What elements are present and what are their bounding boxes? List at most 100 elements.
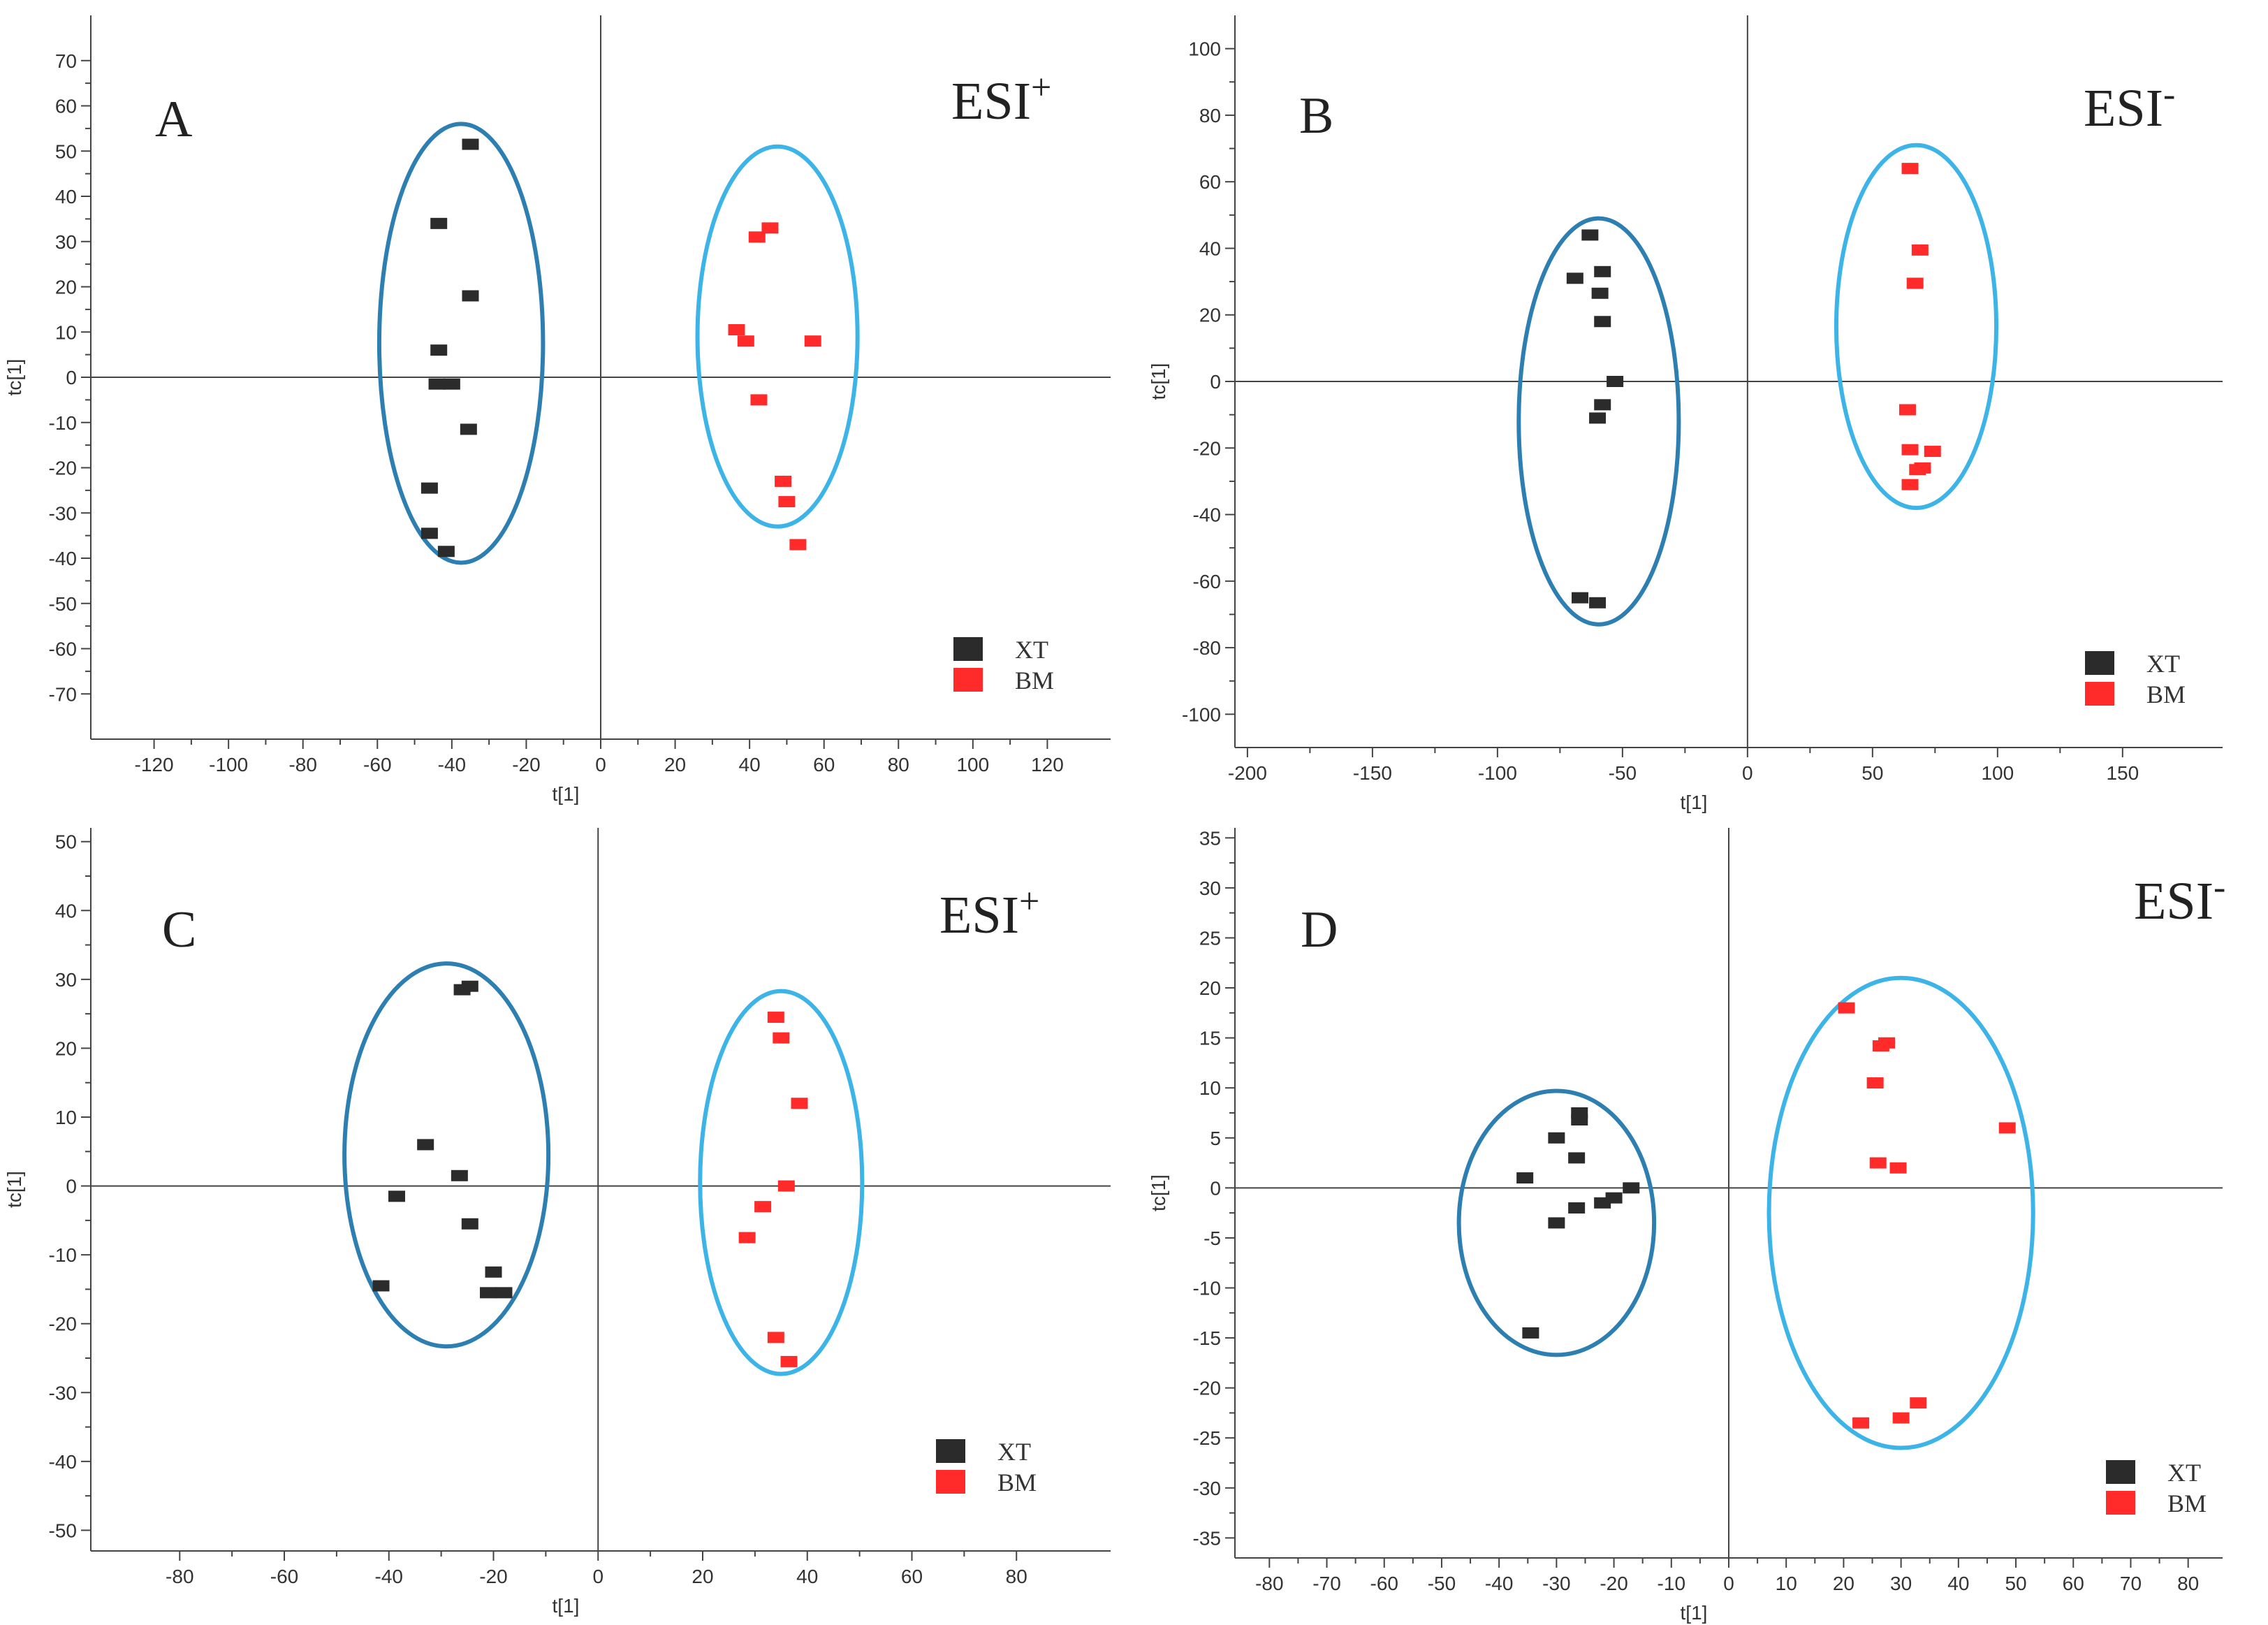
x-tick-label: 0 [592,1566,603,1587]
legend-label-bm: BM [1015,666,1054,694]
point-bm [1924,446,1941,458]
y-tick-label: 20 [1199,305,1221,326]
legend-swatch-bm [2106,1491,2135,1515]
point-xt [1571,1114,1588,1125]
point-bm [1998,1122,2016,1134]
point-bm [738,1232,756,1244]
y-tick-label: 60 [55,96,77,117]
ellipse-xt [1456,1088,1657,1357]
point-xt [495,1287,513,1299]
mode-label-base: ESI [2134,872,2214,931]
legend-swatch-xt [936,1439,965,1463]
x-tick-label: 40 [1947,1573,1969,1594]
x-tick-label: 120 [1031,754,1064,775]
x-tick-label: 80 [1006,1566,1027,1587]
legend-label-bm: BM [2146,680,2186,708]
x-tick-label: 0 [1742,762,1753,784]
point-bm [1838,1002,1855,1014]
y-tick-label: 0 [66,367,77,388]
point-bm [750,394,768,406]
point-xt [1623,1182,1640,1194]
y-tick-label: -10 [49,412,77,434]
y-tick-label: 20 [1199,977,1221,999]
y-tick-label: 30 [55,969,77,991]
y-tick-label: 80 [1199,105,1221,126]
point-xt [430,217,448,229]
x-tick-label: -40 [438,754,466,775]
point-xt [1594,399,1611,411]
y-tick-label: 100 [1188,38,1221,60]
x-tick-label: -120 [135,754,174,775]
y-tick-label: 10 [55,321,77,343]
y-tick-label: -15 [1193,1327,1221,1349]
point-xt [420,482,438,494]
y-tick-label: -50 [49,593,77,615]
point-bm [1901,163,1919,175]
x-tick-label: 30 [1890,1573,1912,1594]
y-tick-label: -50 [49,1520,77,1541]
x-tick-label: 40 [796,1566,818,1587]
mode-label: ESI+ [951,68,1051,131]
x-tick-label: -30 [1542,1573,1570,1594]
point-bm [789,539,807,551]
point-bm [1892,1412,1910,1424]
x-tick-label: -100 [209,754,248,775]
x-tick-label: 20 [664,754,686,775]
point-xt [417,1139,434,1151]
ellipse-bm [1834,143,1999,511]
x-tick-label: 10 [1776,1573,1797,1594]
y-tick-label: 20 [55,277,77,298]
y-tick-label: 30 [1199,877,1221,899]
y-tick-label: -10 [49,1244,77,1266]
y-tick-label: -20 [49,1313,77,1335]
x-axis-title: t[1] [553,1595,580,1617]
point-xt [1568,1152,1586,1164]
x-tick-label: 60 [813,754,835,775]
point-bm [1898,404,1916,416]
y-tick-label: -60 [1193,571,1221,592]
point-xt [1605,1192,1623,1204]
point-bm [780,1355,798,1367]
y-tick-label: -10 [1193,1277,1221,1299]
legend: XT BM [936,1438,1037,1496]
mode-label-base: ESI [2084,79,2163,138]
x-tick-label: -50 [1428,1573,1456,1594]
legend-swatch-bm [2085,682,2114,706]
y-axis-title: tc[1] [3,1171,25,1208]
point-xt [372,1280,390,1292]
point-bm [1910,1397,1927,1409]
point-xt [430,344,448,356]
mode-label: ESI+ [939,882,1039,945]
x-tick-label: -20 [1600,1573,1627,1594]
legend-swatch-bm [953,668,983,692]
point-bm [777,1180,795,1192]
point-xt [461,1218,478,1230]
legend-swatch-xt [953,637,983,661]
point-xt [480,1287,497,1299]
y-tick-label: -20 [49,458,77,479]
x-tick-label: 150 [2106,762,2139,784]
mode-label-sign: - [2214,868,2225,908]
point-bm [1889,1162,1907,1174]
x-tick-label: 60 [901,1566,923,1587]
ellipse-bm [695,144,860,529]
mode-label: ESI- [2084,75,2175,138]
ellipse-xt [342,961,551,1349]
point-xt [1591,287,1609,299]
mode-label-sign: + [1019,882,1039,921]
point-bm [773,1032,790,1044]
point-xt [1566,272,1583,284]
ellipse-xt [1516,216,1681,627]
y-tick-label: 70 [55,50,77,72]
x-tick-label: -100 [1478,762,1517,784]
panel-letter: C [162,901,196,959]
x-tick-label: -40 [375,1566,403,1587]
x-tick-label: -80 [288,754,316,775]
x-tick-label: 100 [956,754,989,775]
y-tick-label: -60 [49,639,77,660]
y-tick-label: 40 [55,900,77,921]
point-bm [778,496,796,508]
x-tick-label: -10 [1658,1573,1685,1594]
y-tick-label: 40 [1199,238,1221,259]
